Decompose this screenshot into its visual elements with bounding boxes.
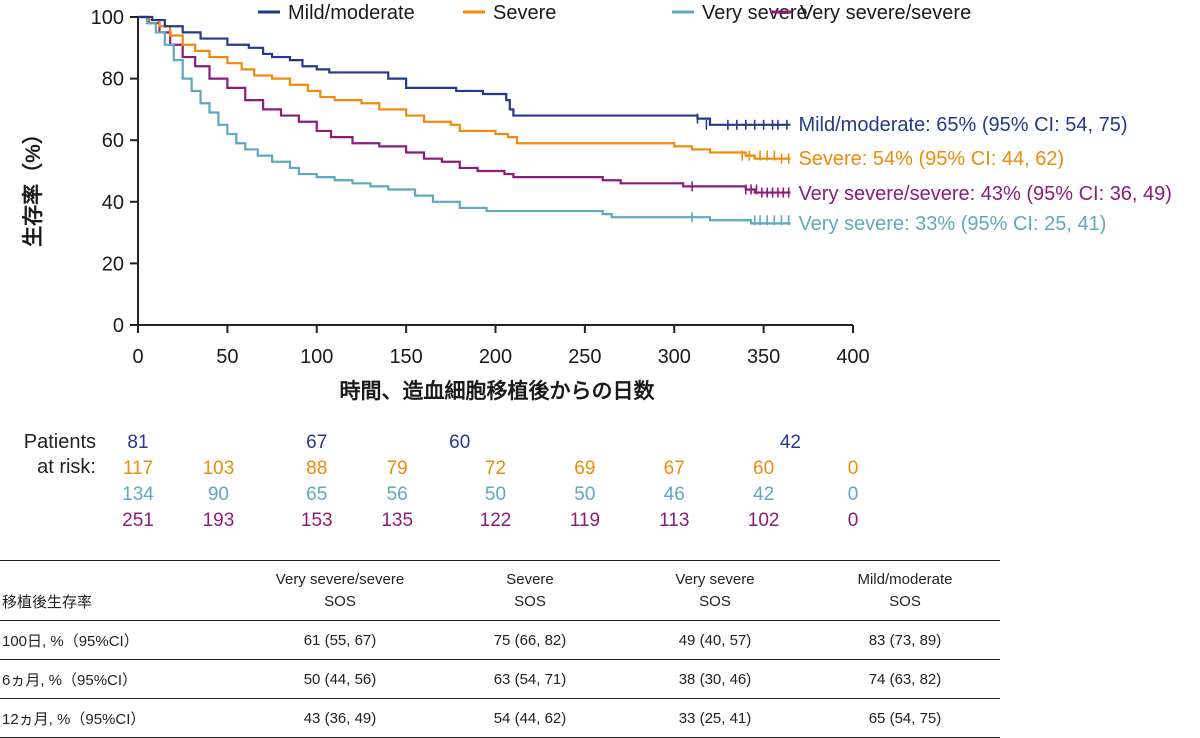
y-tick-label: 20 [102, 253, 124, 275]
legend-label-severe: Severe [493, 2, 556, 24]
at-risk-title-line1: Patients [23, 431, 96, 453]
end-annotations: Mild/moderate: 65% (95% CI: 54, 75) Sever… [798, 114, 1172, 235]
table-cell: 33 (25, 41) [678, 709, 752, 727]
table-header-row: 移植後生存率 Very severe/severe SOS Severe SOS… [0, 560, 1000, 621]
table-cell: 74 (63, 82) [868, 670, 942, 688]
survival-summary-table: 移植後生存率 Very severe/severe SOS Severe SOS… [0, 560, 1000, 738]
at-risk-cell: 56 [386, 484, 408, 505]
at-risk-cell: 42 [753, 484, 775, 505]
table-row: 100日, %（95%CI） 61 (55, 67) 75 (66, 82) 4… [0, 621, 1000, 660]
curve-very-severe-severe [138, 15, 791, 194]
x-tick-label: 200 [479, 346, 512, 368]
y-tick-label: 80 [102, 69, 124, 91]
legend-label-very-severe-severe: Very severe/severe [800, 2, 971, 24]
curve-severe [138, 15, 791, 160]
at-risk-cell: 119 [569, 510, 601, 531]
at-risk-row-severe: 117 103 88 79 72 69 67 60 0 [0, 456, 1200, 482]
table-col-severe: Severe SOS [506, 570, 554, 610]
x-axis-label: 時間、造血細胞移植後からの日数 [340, 379, 656, 403]
at-risk-row-very-severe: 134 90 65 56 50 50 46 42 0 [0, 482, 1200, 508]
row-label: 6ヵ月, %（95%CI） [2, 671, 138, 689]
at-risk-cell: 67 [306, 432, 328, 453]
at-risk-cell: 113 [659, 510, 690, 531]
at-risk-cell: 117 [122, 458, 154, 479]
at-risk-row-very-severe-severe: 251 193 153 135 122 119 113 102 0 [0, 508, 1200, 534]
table-cell: 61 (55, 67) [303, 631, 377, 649]
annotation-very-severe-severe: Very severe/severe: 43% (95% CI: 36, 49) [798, 183, 1172, 205]
table-cell: 63 (54, 71) [493, 670, 567, 688]
axes: 0 20 40 60 80 100 0 50 100 150 200 250 300 350 400 [91, 7, 870, 368]
annotation-very-severe: Very severe: 33% (95% CI: 25, 41) [798, 213, 1106, 235]
at-risk-cell: 134 [122, 484, 154, 505]
table-row: 6ヵ月, %（95%CI） 50 (44, 56) 63 (54, 71) 38… [0, 660, 1000, 699]
table-row: 12ヵ月, %（95%CI） 43 (36, 49) 54 (44, 62) 3… [0, 699, 1000, 738]
at-risk-cell: 81 [127, 432, 149, 453]
at-risk-cell: 103 [202, 458, 235, 479]
x-tick-label: 150 [389, 346, 422, 368]
at-risk-cell: 0 [847, 484, 859, 505]
table-cell: 38 (30, 46) [678, 670, 752, 688]
at-risk-cell: 122 [479, 510, 512, 531]
at-risk-cell: 79 [386, 458, 408, 479]
at-risk-cell: 102 [747, 510, 780, 531]
survival-curves [138, 15, 791, 226]
at-risk-cell: 65 [306, 484, 328, 505]
at-risk-cell: 60 [753, 458, 775, 479]
at-risk-cell: 50 [574, 484, 596, 505]
at-risk-cell: 153 [300, 510, 333, 531]
table-cell: 54 (44, 62) [493, 709, 567, 727]
table-cell: 83 (73, 89) [868, 631, 942, 649]
annotation-mild-moderate: Mild/moderate: 65% (95% CI: 54, 75) [798, 114, 1127, 136]
table-col-very-severe-severe: Very severe/severe SOS [275, 570, 405, 610]
y-tick-label: 0 [113, 315, 124, 337]
table-col-mild-moderate: Mild/moderate SOS [857, 570, 953, 610]
at-risk-row-mild-moderate: 81 67 60 42 [0, 430, 1200, 456]
at-risk-cell: 67 [663, 458, 685, 479]
at-risk-cell: 0 [847, 510, 859, 531]
x-tick-label: 300 [658, 346, 691, 368]
annotation-severe: Severe: 54% (95% CI: 44, 62) [798, 148, 1064, 170]
at-risk-cell: 135 [381, 510, 414, 531]
x-tick-label: 50 [216, 346, 238, 368]
x-tick-label: 350 [747, 346, 780, 368]
table-cell: 43 (36, 49) [303, 709, 377, 727]
at-risk-cell: 69 [574, 458, 596, 479]
row-label: 100日, %（95%CI） [2, 632, 139, 650]
legend-label-mild-moderate: Mild/moderate [288, 2, 415, 24]
table-corner-label: 移植後生存率 [2, 594, 93, 611]
y-axis-label: 生存率（%） [21, 123, 45, 247]
curve-mild-moderate [138, 15, 791, 126]
y-tick-label: 100 [91, 7, 124, 29]
table-cell: 75 (66, 82) [493, 631, 567, 649]
at-risk-cell: 88 [306, 458, 328, 479]
table-cell: 49 (40, 57) [678, 631, 752, 649]
table-col-very-severe: Very severe SOS [675, 570, 755, 610]
at-risk-title-line2: at risk: [37, 456, 96, 478]
curve-very-severe [138, 15, 791, 225]
at-risk-cell: 251 [122, 510, 154, 531]
at-risk-cell: 46 [663, 484, 685, 505]
table-cell: 50 (44, 56) [303, 670, 377, 688]
y-tick-label: 40 [102, 192, 124, 214]
at-risk-cell: 0 [847, 458, 859, 479]
x-tick-label: 0 [132, 346, 143, 368]
x-tick-label: 100 [300, 346, 333, 368]
x-tick-label: 250 [568, 346, 601, 368]
at-risk-cell: 60 [449, 432, 471, 453]
at-risk-cell: 42 [779, 432, 801, 453]
y-tick-label: 60 [102, 130, 124, 152]
legend-label-very-severe: Very severe [702, 2, 808, 24]
at-risk-title: Patients at risk: [14, 430, 96, 480]
table-cell: 65 (54, 75) [868, 709, 942, 727]
at-risk-cell: 90 [207, 484, 229, 505]
at-risk-cell: 72 [484, 458, 507, 479]
at-risk-cell: 193 [202, 510, 235, 531]
km-survival-chart: 0 20 40 60 80 100 0 50 100 150 200 250 300 350 400 Mil… [21, 2, 1172, 403]
at-risk-cell: 50 [484, 484, 507, 505]
row-label: 12ヵ月, %（95%CI） [2, 710, 146, 728]
x-tick-label: 400 [836, 346, 869, 368]
